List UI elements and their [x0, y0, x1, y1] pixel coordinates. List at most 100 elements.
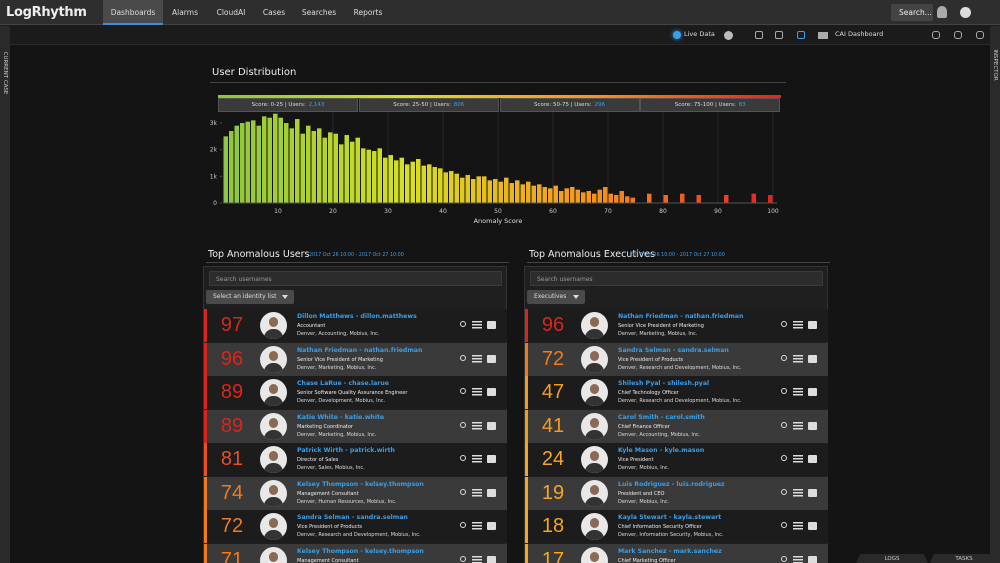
list-row[interactable]: 96 Nathan Friedman - nathan.friedman Senio…	[525, 309, 828, 342]
user-name[interactable]: Nathan Friedman - nathan.friedman	[297, 346, 423, 354]
user-icon[interactable]	[937, 6, 947, 18]
case-icon[interactable]	[487, 455, 496, 463]
case-icon[interactable]	[487, 555, 496, 563]
user-name[interactable]: Carol Smith - carol.smith	[618, 413, 705, 421]
user-name[interactable]: Sandra Selman - sandra.selman	[297, 514, 408, 521]
list-icon[interactable]	[793, 421, 803, 430]
search-icon[interactable]	[460, 388, 466, 394]
nav-tab[interactable]: Searches	[301, 8, 337, 17]
user-name[interactable]: Sandra Selman - sandra.selman	[618, 346, 729, 354]
list-row[interactable]: 19 Luis Rodriguez - luis.rodriguez Preside…	[525, 476, 828, 510]
list-icon[interactable]	[793, 321, 803, 329]
footer-tab[interactable]: LOGS	[856, 554, 928, 563]
case-icon[interactable]	[487, 354, 496, 363]
search-icon[interactable]	[460, 488, 466, 495]
list-icon[interactable]	[472, 388, 482, 396]
search-icon[interactable]	[460, 421, 466, 428]
list-row[interactable]: 97 Dillon Matthews - dillon.matthews Accou…	[204, 309, 507, 342]
live-label[interactable]: Live Data	[684, 30, 715, 38]
list-icon[interactable]	[472, 555, 482, 563]
list-icon[interactable]	[793, 522, 803, 530]
user-name[interactable]: Kelsey Thompson - kelsey.thompson	[297, 480, 424, 488]
dashboard-icon[interactable]	[818, 32, 828, 39]
case-icon[interactable]	[487, 488, 496, 497]
list-icon[interactable]	[793, 354, 803, 363]
case-icon[interactable]	[808, 421, 817, 430]
list-icon[interactable]	[793, 488, 803, 497]
case-icon[interactable]	[487, 522, 496, 530]
list-icon[interactable]	[793, 455, 803, 463]
case-icon[interactable]	[808, 488, 817, 497]
list-row[interactable]: 24 Kyle Mason - kyle.mason Vice President D…	[525, 443, 828, 476]
user-name[interactable]: Nathan Friedman - nathan.friedman	[618, 313, 744, 320]
list-row[interactable]: 74 Kelsey Thompson - kelsey.thompson Manag…	[204, 476, 507, 510]
right-tab[interactable]: INSPECTOR	[992, 49, 998, 81]
list-row[interactable]: 96 Nathan Friedman - nathan.friedman Senio…	[204, 342, 507, 376]
list-icon[interactable]	[472, 321, 482, 329]
score-band[interactable]: Score: 50-75 | Users: 296	[499, 98, 640, 112]
nav-tab[interactable]: Dashboards	[103, 0, 163, 25]
list-row[interactable]: 72 Sandra Selman - sandra.selman Vice Pres…	[204, 510, 507, 543]
list-icon[interactable]	[472, 455, 482, 463]
list-row[interactable]: 72 Sandra Selman - sandra.selman Vice Pres…	[525, 342, 828, 376]
case-icon[interactable]	[487, 388, 496, 396]
search-icon[interactable]	[781, 555, 787, 562]
user-name[interactable]: Kelsey Thompson - kelsey.thompson	[297, 547, 424, 555]
user-name[interactable]: Katie White - katie.white	[297, 413, 385, 421]
search-icon[interactable]	[460, 555, 466, 562]
list-icon[interactable]	[472, 421, 482, 430]
list-icon[interactable]	[472, 522, 482, 530]
search-input[interactable]: Search usernames	[530, 271, 823, 286]
search-icon[interactable]	[781, 388, 787, 394]
search-icon[interactable]	[781, 421, 787, 428]
score-band[interactable]: Score: 75-100 | Users: 83	[640, 98, 781, 112]
filter-dropdown[interactable]: Select an identity list	[206, 290, 294, 304]
case-icon[interactable]	[487, 421, 496, 430]
nav-tab[interactable]: CloudAI	[216, 8, 246, 17]
list-row[interactable]: 47 Shilesh Pyal - shilesh.pyal Chief Techn…	[525, 376, 828, 409]
case-icon[interactable]	[808, 522, 817, 530]
case-icon[interactable]	[808, 455, 817, 463]
case-icon[interactable]	[808, 388, 817, 396]
search-input[interactable]: Search usernames	[209, 271, 502, 286]
user-name[interactable]: Luis Rodriguez - luis.rodriguez	[618, 480, 725, 488]
case-icon[interactable]	[487, 321, 496, 329]
list-row[interactable]: 81 Patrick Wirth - patrick.wirth Director …	[204, 443, 507, 476]
list-row[interactable]: 89 Chase LaRue - chase.larue Senior Softwa…	[204, 376, 507, 409]
search-icon[interactable]	[781, 354, 787, 361]
toolbar-icon[interactable]	[755, 31, 763, 39]
score-band[interactable]: Score: 25-50 | Users: 806	[358, 98, 499, 112]
search-icon[interactable]	[781, 321, 787, 327]
list-row[interactable]: 17 Mark Sanchez - mark.sanchez Chief Marke…	[525, 543, 828, 563]
case-icon[interactable]	[808, 555, 817, 563]
toolbar-icon[interactable]	[797, 31, 805, 39]
list-row[interactable]: 18 Kayla Stewart - kayla.stewart Chief Inf…	[525, 510, 828, 543]
toolbar-icon[interactable]	[954, 31, 962, 39]
list-icon[interactable]	[793, 388, 803, 396]
case-icon[interactable]	[808, 321, 817, 329]
dashboard-label[interactable]: CAI Dashboard	[835, 30, 884, 38]
user-name[interactable]: Dillon Matthews - dillon.matthews	[297, 313, 417, 320]
nav-tab[interactable]: Reports	[353, 8, 383, 17]
search-icon[interactable]	[460, 354, 466, 361]
toolbar-icon[interactable]	[775, 31, 783, 39]
toolbar-icon[interactable]	[932, 31, 940, 39]
list-row[interactable]: 71 Kelsey Thompson - kelsey.thompson Manag…	[204, 543, 507, 563]
pause-btn[interactable]	[724, 31, 733, 40]
score-band[interactable]: Score: 0-25 | Users: 2,143	[218, 98, 358, 112]
list-row[interactable]: 89 Katie White - katie.white Marketing Coo…	[204, 409, 507, 443]
user-name[interactable]: Kayla Stewart - kayla.stewart	[618, 514, 722, 521]
nav-tab[interactable]: Cases	[262, 8, 286, 17]
list-icon[interactable]	[472, 354, 482, 363]
list-icon[interactable]	[793, 555, 803, 563]
search-icon[interactable]	[781, 488, 787, 495]
user-name[interactable]: Chase LaRue - chase.larue	[297, 380, 389, 387]
user-name[interactable]: Shilesh Pyal - shilesh.pyal	[618, 380, 710, 387]
search-icon[interactable]	[781, 522, 787, 528]
list-row[interactable]: 41 Carol Smith - carol.smith Chief Finance…	[525, 409, 828, 443]
search-icon[interactable]	[460, 321, 466, 327]
user-name[interactable]: Kyle Mason - kyle.mason	[618, 447, 705, 454]
toolbar-icon[interactable]	[976, 31, 984, 39]
filter-dropdown[interactable]: Executives	[527, 290, 585, 304]
search-icon[interactable]	[460, 522, 466, 528]
